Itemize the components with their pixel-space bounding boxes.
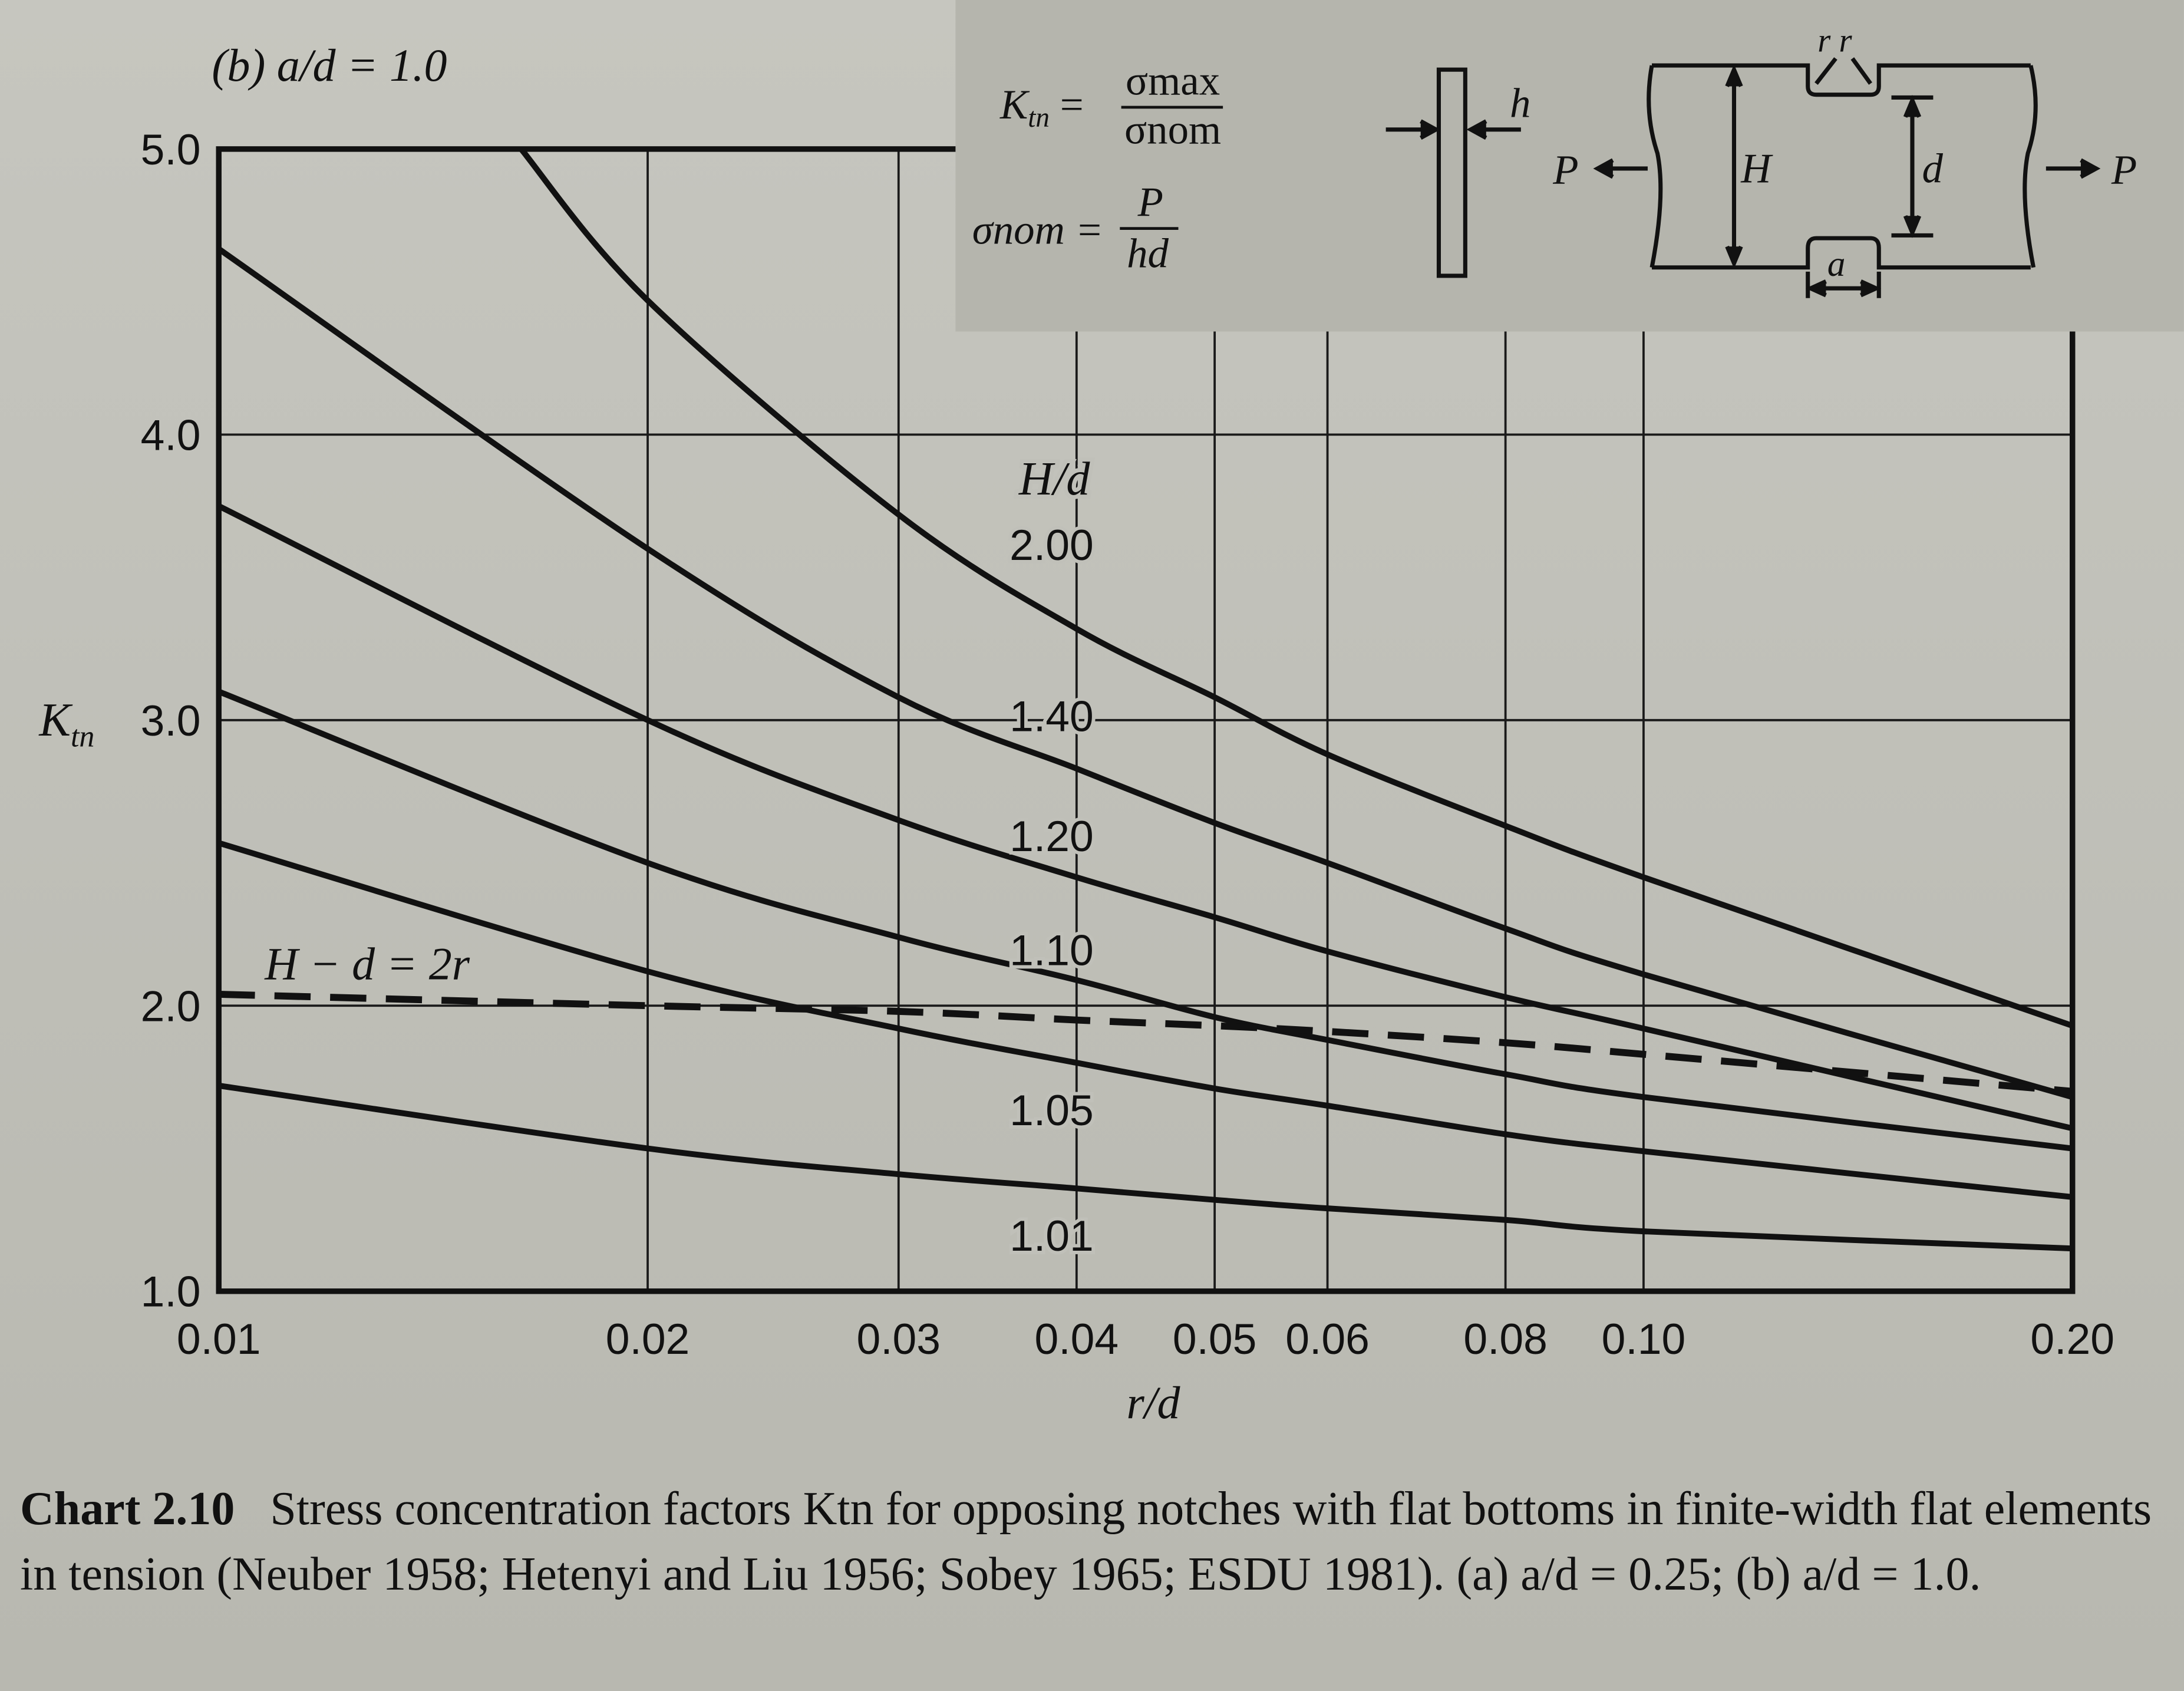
x-tick-label: 0.10 xyxy=(1602,1315,1686,1363)
y-tick-label: 4.0 xyxy=(141,411,201,459)
x-tick-label: 0.04 xyxy=(1035,1315,1119,1363)
y-tick-label: 2.0 xyxy=(141,982,201,1030)
dim-a-label: a xyxy=(1827,244,1846,284)
dashed-line-label: H − d = 2r xyxy=(264,938,470,989)
plate-side-view-icon xyxy=(1385,67,1521,278)
x-tick-label: 0.08 xyxy=(1463,1315,1548,1363)
snom-formula-lhs: σnom = xyxy=(972,207,1104,253)
snom-formula-numerator: P xyxy=(1137,179,1163,225)
notched-bar-icon xyxy=(1593,57,2101,298)
ktn-formula-numerator: σmax xyxy=(1126,58,1220,104)
x-tick-label: 0.06 xyxy=(1285,1315,1370,1363)
x-tick-label: 0.03 xyxy=(856,1315,941,1363)
figure-caption: Chart 2.10 Stress concentration factors K… xyxy=(20,1476,2165,1607)
x-tick-label: 0.05 xyxy=(1173,1315,1257,1363)
series-label: 1.10 xyxy=(1009,927,1094,975)
series-label: 1.20 xyxy=(1009,812,1094,861)
y-axis-label: Ktn xyxy=(38,694,94,754)
y-tick-labels: 1.0 2.0 3.0 4.0 5.0 xyxy=(141,126,201,1316)
legend-box: Ktn = σmax σnom σnom = P hd h xyxy=(955,0,2184,332)
dim-d-label: d xyxy=(1922,146,1944,192)
panel-label: (b) a/d = 1.0 xyxy=(212,40,447,91)
x-tick-labels: 0.01 0.02 0.03 0.04 0.05 0.06 0.08 0.10 0.20 xyxy=(177,1315,2114,1363)
caption-text: Stress concentration factors Ktn for opp… xyxy=(20,1483,2152,1600)
series-label: 1.05 xyxy=(1009,1086,1094,1135)
x-tick-label: 0.20 xyxy=(2030,1315,2114,1363)
family-label: H/d xyxy=(1018,453,1090,505)
series-line xyxy=(217,840,2073,1200)
series-labels: 2.00 1.40 1.20 1.10 1.05 1.01 xyxy=(1006,517,1097,1264)
caption-label: Chart 2.10 xyxy=(20,1483,235,1535)
series-line-dashed xyxy=(219,990,2073,1095)
series-line xyxy=(217,688,2073,1152)
dim-h-label: h xyxy=(1510,81,1530,127)
x-tick-label: 0.01 xyxy=(177,1315,261,1363)
series-label: 2.00 xyxy=(1009,521,1094,569)
dim-rr-label: r r xyxy=(1817,22,1852,59)
series-line xyxy=(217,246,2074,1100)
y-tick-label: 3.0 xyxy=(141,697,201,745)
load-left-label: P xyxy=(1552,147,1578,193)
series-line xyxy=(218,1083,2073,1252)
x-axis-label: r/d xyxy=(1126,1377,1180,1428)
series-label: 1.01 xyxy=(1009,1212,1094,1260)
y-tick-label: 5.0 xyxy=(141,126,201,174)
series-line xyxy=(519,147,2074,1029)
chart-curves xyxy=(217,147,2074,1252)
dim-H-label: H xyxy=(1740,146,1773,192)
y-tick-label: 1.0 xyxy=(141,1268,201,1316)
x-tick-label: 0.02 xyxy=(606,1315,690,1363)
load-right-label: P xyxy=(2111,147,2137,193)
snom-formula-denominator: hd xyxy=(1127,231,1169,277)
series-line xyxy=(217,503,2073,1132)
series-label: 1.40 xyxy=(1009,692,1094,740)
ktn-formula-denominator: σnom xyxy=(1124,107,1221,153)
